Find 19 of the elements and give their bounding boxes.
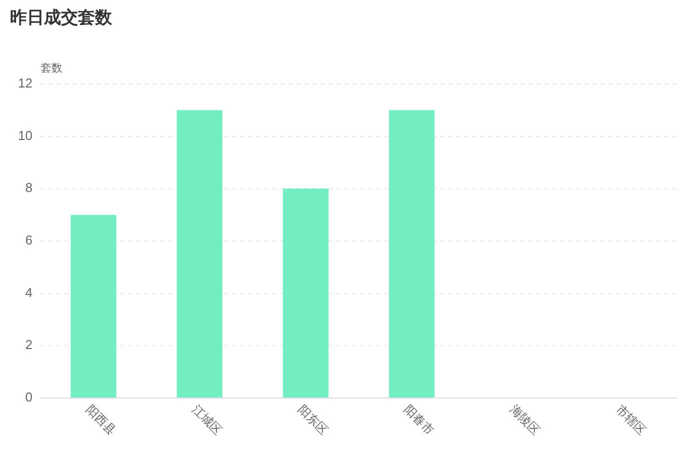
y-tick-label: 8: [25, 180, 32, 196]
y-tick-label: 12: [18, 76, 32, 91]
x-tick-label: 阳西县: [83, 402, 119, 438]
bar: [388, 110, 435, 398]
y-tick-label: 0: [25, 390, 32, 405]
x-tick-label: 江城区: [189, 402, 225, 438]
y-tick-label: 2: [25, 337, 32, 352]
bar: [282, 188, 328, 398]
x-tick-label: 阳东区: [295, 402, 331, 438]
bar: [70, 214, 116, 398]
x-tick-label: 海陵区: [508, 402, 543, 438]
chart-title: 昨日成交套数: [10, 7, 112, 29]
y-tick-label: 10: [18, 128, 32, 143]
y-tick-label: 6: [25, 232, 32, 248]
bar: [176, 110, 222, 398]
x-tick-label: 市辖区: [614, 402, 649, 438]
x-tick-label: 阳春市: [401, 402, 437, 438]
y-tick-label: 4: [25, 284, 32, 300]
y-axis-title: 套数: [40, 61, 62, 74]
